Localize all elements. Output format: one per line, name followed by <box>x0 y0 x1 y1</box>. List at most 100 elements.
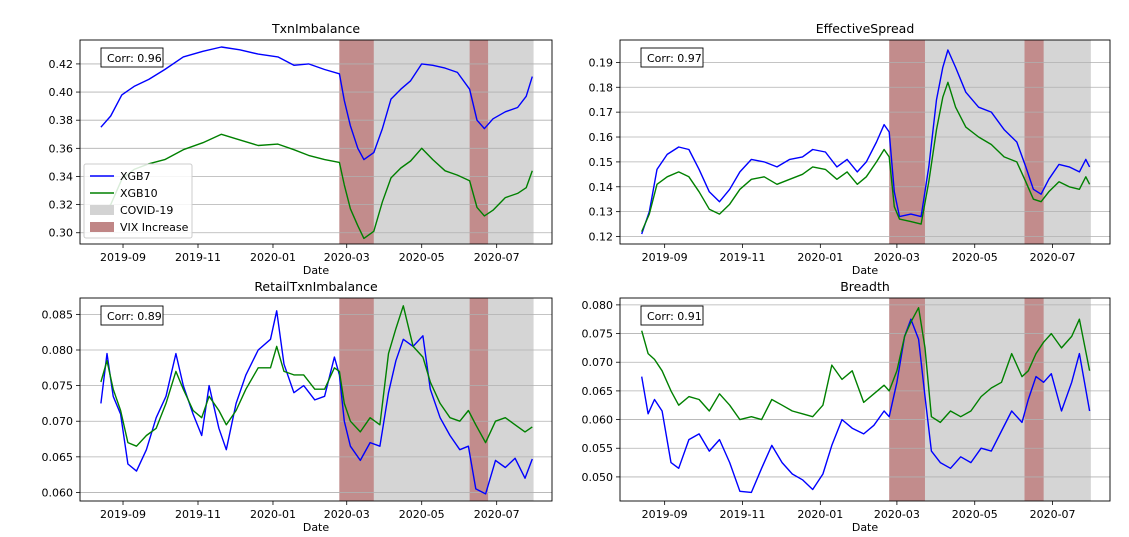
y-tick-label: 0.060 <box>582 414 614 427</box>
chart-title: RetailTxnImbalance <box>254 279 378 294</box>
series-line-xgb7 <box>641 318 1091 494</box>
legend-swatch-vix-increase <box>90 222 114 232</box>
series-line-xgb7 <box>100 46 533 161</box>
y-tick-label: 0.32 <box>49 199 74 212</box>
x-tick-label: 2020-01 <box>250 508 296 521</box>
x-tick-label: 2020-07 <box>474 251 520 264</box>
y-tick-label: 0.14 <box>589 181 614 194</box>
x-tick-label: 2019-11 <box>720 251 766 264</box>
vix-shading-1 <box>889 40 925 244</box>
x-tick-label: 2020-03 <box>874 251 920 264</box>
x-tick-label: 2020-03 <box>874 508 920 521</box>
chart-panel-4: 0.050 0.055 0.060 0.065 0.070 0.075 0.080 2019-… <box>582 279 1111 534</box>
vix-shading-2 <box>1024 40 1044 244</box>
plot-frame <box>79 297 553 502</box>
legend-label: VIX Increase <box>120 221 189 234</box>
series-line-xgb10 <box>100 133 533 240</box>
vix-shading-2 <box>469 40 489 244</box>
y-tick-label: 0.40 <box>49 86 74 99</box>
x-tick-label: 2020-01 <box>250 251 296 264</box>
plot-frame <box>619 297 1111 502</box>
y-tick-label: 0.17 <box>589 106 614 119</box>
y-tick-label: 0.15 <box>589 156 614 169</box>
legend-label: XGB10 <box>120 187 158 200</box>
y-tick-label: 0.085 <box>42 308 74 321</box>
y-tick-label: 0.38 <box>49 114 74 127</box>
chart-panel-2: 0.12 0.13 0.14 0.15 0.16 0.17 0.18 0.19 2019-09 2… <box>589 21 1111 277</box>
y-tick-label: 0.36 <box>49 142 74 155</box>
x-axis-label: Date <box>303 521 330 534</box>
x-tick-label: 2019-09 <box>642 251 688 264</box>
x-tick-label: 2019-11 <box>175 508 221 521</box>
vix-shading-1 <box>339 40 374 244</box>
legend-box <box>83 163 193 239</box>
y-tick-label: 0.16 <box>589 131 614 144</box>
corr-box <box>100 305 164 326</box>
x-tick-label: 2020-07 <box>474 508 520 521</box>
corr-label: Corr: 0.96 <box>107 52 162 65</box>
y-tick-label: 0.060 <box>42 486 74 499</box>
series-line-xgb7 <box>100 310 533 495</box>
series-line-xgb10 <box>641 81 1091 232</box>
legend-label: COVID-19 <box>120 204 173 217</box>
x-tick-label: 2019-09 <box>100 508 146 521</box>
corr-label: Corr: 0.89 <box>107 310 162 323</box>
legend-swatch-covid-19 <box>90 205 114 215</box>
x-tick-label: 2020-05 <box>952 508 998 521</box>
y-tick-label: 0.050 <box>582 471 614 484</box>
x-axis-label: Date <box>852 521 879 534</box>
corr-box <box>640 305 704 326</box>
chart-title: Breadth <box>840 279 890 294</box>
x-tick-label: 2020-07 <box>1030 251 1076 264</box>
y-tick-label: 0.075 <box>582 328 614 341</box>
y-tick-label: 0.070 <box>582 356 614 369</box>
corr-box <box>640 47 704 68</box>
y-tick-label: 0.42 <box>49 58 74 71</box>
x-tick-label: 2020-05 <box>399 508 445 521</box>
y-tick-label: 0.065 <box>42 451 74 464</box>
x-tick-label: 2020-01 <box>797 251 843 264</box>
x-tick-label: 2019-11 <box>720 508 766 521</box>
corr-box <box>100 47 164 68</box>
x-tick-label: 2019-11 <box>175 251 221 264</box>
y-tick-label: 0.34 <box>49 170 74 183</box>
vix-shading-2 <box>469 298 489 501</box>
chart-title: EffectiveSpread <box>816 21 915 36</box>
vix-shading-1 <box>339 298 374 501</box>
x-axis-label: Date <box>303 264 330 277</box>
x-tick-label: 2020-07 <box>1030 508 1076 521</box>
x-tick-label: 2019-09 <box>100 251 146 264</box>
y-tick-label: 0.18 <box>589 81 614 94</box>
y-tick-label: 0.075 <box>42 380 74 393</box>
series-line-xgb10 <box>641 307 1091 424</box>
corr-label: Corr: 0.91 <box>647 310 702 323</box>
x-tick-label: 2020-03 <box>324 251 370 264</box>
y-tick-label: 0.19 <box>589 56 614 69</box>
y-tick-label: 0.055 <box>582 442 614 455</box>
x-tick-label: 2020-05 <box>399 251 445 264</box>
legend-label: XGB7 <box>120 170 151 183</box>
corr-label: Corr: 0.97 <box>647 52 702 65</box>
x-axis-label: Date <box>852 264 879 277</box>
x-tick-label: 2020-05 <box>952 251 998 264</box>
y-tick-label: 0.065 <box>582 385 614 398</box>
y-tick-label: 0.12 <box>589 231 614 244</box>
x-tick-label: 2020-03 <box>324 508 370 521</box>
y-tick-label: 0.070 <box>42 415 74 428</box>
y-tick-label: 0.30 <box>49 227 74 240</box>
y-tick-label: 0.080 <box>582 299 614 312</box>
x-tick-label: 2019-09 <box>642 508 688 521</box>
series-line-xgb10 <box>100 305 533 447</box>
chart-panel-3: 0.060 0.065 0.070 0.075 0.080 0.085 2019-09 201… <box>42 279 553 534</box>
plot-frame <box>79 39 553 245</box>
vix-shading-2 <box>1024 298 1044 501</box>
plot-frame <box>619 39 1111 245</box>
y-tick-label: 0.13 <box>589 206 614 219</box>
chart-title: TxnImbalance <box>271 21 360 36</box>
chart-panel-1: 0.30 0.32 0.34 0.36 0.38 0.40 0.42 2019-09 2019-… <box>49 21 553 277</box>
x-tick-label: 2020-01 <box>797 508 843 521</box>
legend: XGB7 XGB10 COVID-19 VIX Increase <box>83 163 193 239</box>
series-line-xgb7 <box>641 49 1091 235</box>
y-tick-label: 0.080 <box>42 344 74 357</box>
